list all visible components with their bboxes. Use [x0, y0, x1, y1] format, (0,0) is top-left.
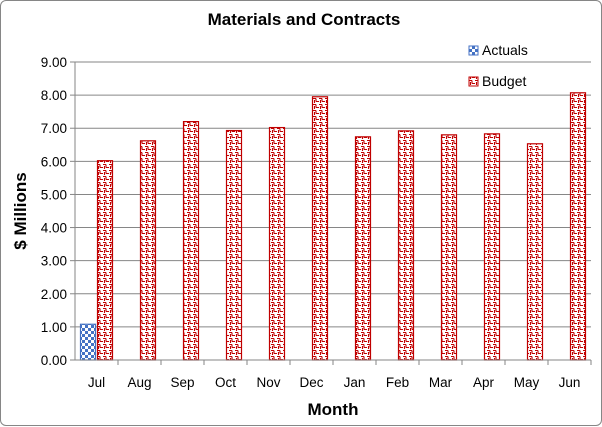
bar-budget-mar [440, 134, 458, 361]
x-tick-label: Aug [127, 375, 151, 390]
y-tick-label: 7.00 [41, 121, 67, 136]
legend-swatch-budget [468, 76, 479, 87]
x-tick-label: Jul [88, 375, 105, 390]
x-tick-label: Feb [386, 375, 409, 390]
x-axis-title: Month [308, 400, 359, 419]
y-tick-label: 0.00 [41, 353, 67, 368]
y-tick-label: 3.00 [41, 254, 67, 269]
y-tick-label: 4.00 [41, 221, 67, 236]
x-tick-label: Jun [559, 375, 581, 390]
bar-budget-dec [311, 96, 329, 361]
x-tick-label: May [514, 375, 540, 390]
bar-budget-aug [139, 140, 157, 361]
x-axis-ticks: Jul Aug Sep Oct Nov Dec Jan Feb Mar Apr May Jun [88, 360, 592, 390]
x-tick-label: Apr [473, 375, 495, 390]
y-tick-label: 2.00 [41, 287, 67, 302]
legend-label-budget: Budget [482, 73, 526, 89]
x-tick-label: Mar [429, 375, 453, 390]
y-tick-label: 9.00 [41, 55, 67, 70]
x-tick-label: Jan [344, 375, 366, 390]
y-axis-ticks: 0.00 1.00 2.00 3.00 4.00 5.00 6.00 7.00 8.00 9.00 [41, 55, 75, 368]
bar-budget-sep [182, 120, 200, 361]
legend-label-actuals: Actuals [482, 42, 528, 58]
legend: Actuals Budget [468, 42, 528, 89]
x-tick-label: Oct [215, 375, 236, 390]
x-tick-label: Nov [256, 375, 280, 390]
bar-actuals-jul [79, 323, 97, 361]
bars [79, 92, 587, 361]
bar-budget-feb [397, 130, 415, 361]
chart-title: Materials and Contracts [208, 10, 401, 29]
y-tick-label: 5.00 [41, 187, 67, 202]
bar-budget-oct [225, 129, 243, 361]
y-tick-label: 6.00 [41, 154, 67, 169]
bar-budget-jan [354, 136, 372, 361]
bar-budget-may [526, 143, 544, 361]
bar-budget-jun [569, 92, 587, 361]
bar-budget-jul [96, 160, 114, 361]
legend-swatch-actuals [468, 45, 479, 56]
x-tick-label: Dec [299, 375, 323, 390]
bar-budget-apr [483, 133, 501, 361]
gridlines [75, 61, 591, 328]
y-tick-label: 8.00 [41, 88, 67, 103]
x-tick-label: Sep [170, 375, 194, 390]
y-tick-label: 1.00 [41, 320, 67, 335]
bar-budget-nov [268, 126, 286, 361]
y-axis-title: $ Millions [11, 172, 30, 249]
